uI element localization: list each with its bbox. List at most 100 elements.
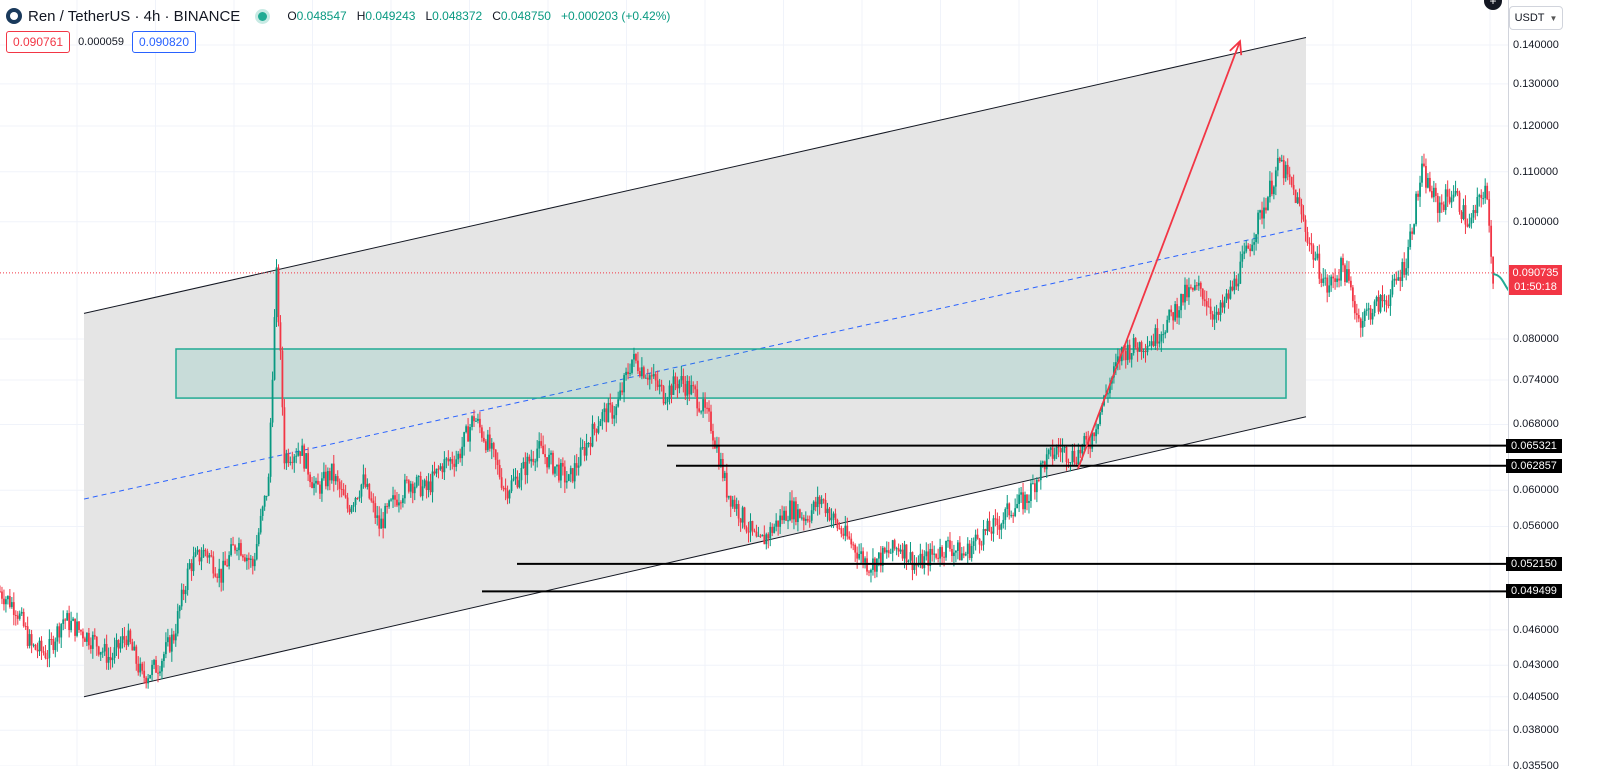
candle-body [1484, 185, 1487, 199]
candle-body [1073, 450, 1076, 463]
candle-body [405, 479, 408, 481]
candle-body [617, 399, 620, 407]
candle-body [718, 445, 720, 467]
candle-body [297, 451, 300, 456]
candle-body [670, 385, 673, 395]
candle-body [218, 568, 221, 578]
candle-body [769, 526, 772, 539]
candle-body [716, 445, 718, 449]
candle-body [311, 482, 313, 489]
projection-arrow[interactable] [1077, 40, 1241, 470]
currency-selector[interactable]: USDT ▼ [1509, 6, 1563, 30]
candle-body [905, 544, 908, 563]
channel-upper-line[interactable] [83, 37, 1307, 314]
candle-body [261, 506, 264, 516]
candle-body [881, 547, 884, 566]
candle-body [321, 478, 323, 494]
candle-body [1116, 356, 1119, 363]
candle-body [1472, 210, 1475, 218]
low-label: L [425, 9, 433, 23]
candle-body [573, 463, 576, 482]
candle-body [1077, 449, 1080, 465]
candle-body [415, 476, 418, 487]
candle-body [1239, 261, 1242, 284]
close-label: C [492, 9, 501, 23]
candle-body [1059, 448, 1062, 453]
candle-body [407, 480, 410, 492]
candle-body [876, 558, 878, 572]
candle-body [236, 550, 238, 552]
candle-body [1312, 245, 1315, 260]
demand-zone[interactable] [175, 348, 1287, 399]
buy-button[interactable]: 0.090820 [131, 31, 197, 53]
candle-body [1083, 435, 1086, 445]
candle-body [255, 543, 258, 560]
price-channel[interactable] [84, 37, 1306, 697]
candle-body [648, 375, 651, 380]
candle-body [1215, 311, 1218, 315]
candle-body [635, 353, 637, 361]
candle-body [463, 432, 466, 447]
channel-lower-line[interactable] [83, 416, 1307, 698]
candle-body [532, 458, 535, 462]
candle-body [1430, 191, 1433, 198]
candle-body [398, 502, 400, 506]
candle-body [887, 550, 890, 554]
candle-body [315, 480, 317, 484]
candle-body [1004, 509, 1007, 520]
candle-body [1476, 196, 1479, 214]
candle-body [729, 495, 732, 507]
candle-body [1365, 309, 1368, 311]
candle-body [725, 472, 728, 498]
price-tick-label: 0.040500 [1513, 690, 1559, 703]
close-value: 0.048750 [500, 9, 551, 23]
candle-body [1053, 454, 1056, 459]
candle-body [168, 637, 171, 652]
candle-body [866, 558, 868, 572]
candle-body [996, 518, 999, 526]
price-tick-label: 0.068000 [1513, 418, 1559, 431]
candle-body [1290, 177, 1293, 185]
candle-body [678, 380, 681, 389]
price-axis[interactable] [1508, 0, 1597, 766]
candle-body [1075, 462, 1078, 465]
candle-body [751, 521, 754, 531]
candle-body [1265, 207, 1267, 211]
price-tick-label: 0.074000 [1513, 374, 1559, 386]
sell-button[interactable]: 0.090761 [6, 31, 71, 53]
candle-body [1464, 205, 1467, 225]
candle-body [852, 544, 855, 546]
market-status-icon[interactable] [258, 11, 268, 21]
candle-body [1450, 197, 1453, 203]
candle-body [1351, 287, 1354, 302]
candle-body [192, 556, 195, 572]
candle-body [482, 437, 485, 442]
candle-body [481, 427, 483, 438]
ohlc-values: O0.048547 H0.049243 L0.048372 C0.048750 … [287, 9, 670, 23]
candle-body [1067, 461, 1070, 463]
candle-body [366, 483, 369, 487]
candle-body [1280, 160, 1283, 162]
candle-body [439, 466, 442, 470]
candle-body [516, 476, 519, 488]
plus-icon[interactable]: + [1484, 0, 1502, 10]
candle-body [506, 489, 509, 499]
candle-body [1474, 210, 1477, 214]
candle-body [666, 399, 669, 403]
candle-body [1340, 258, 1342, 281]
candle-body [99, 652, 102, 655]
candle-body [1488, 199, 1491, 226]
candle-body [498, 465, 501, 478]
price-tick-label: 0.080000 [1513, 333, 1559, 346]
candle-body [332, 463, 335, 482]
candle-body [668, 385, 671, 400]
candle-body [1008, 503, 1011, 516]
candle-body [178, 606, 181, 612]
candle-body [1253, 242, 1256, 245]
candle-body [929, 548, 932, 566]
candle-body [970, 546, 973, 559]
candle-body [459, 453, 462, 459]
candle-body [714, 440, 716, 449]
symbol-title[interactable]: Ren / TetherUS · 4h · BINANCE [28, 7, 241, 25]
